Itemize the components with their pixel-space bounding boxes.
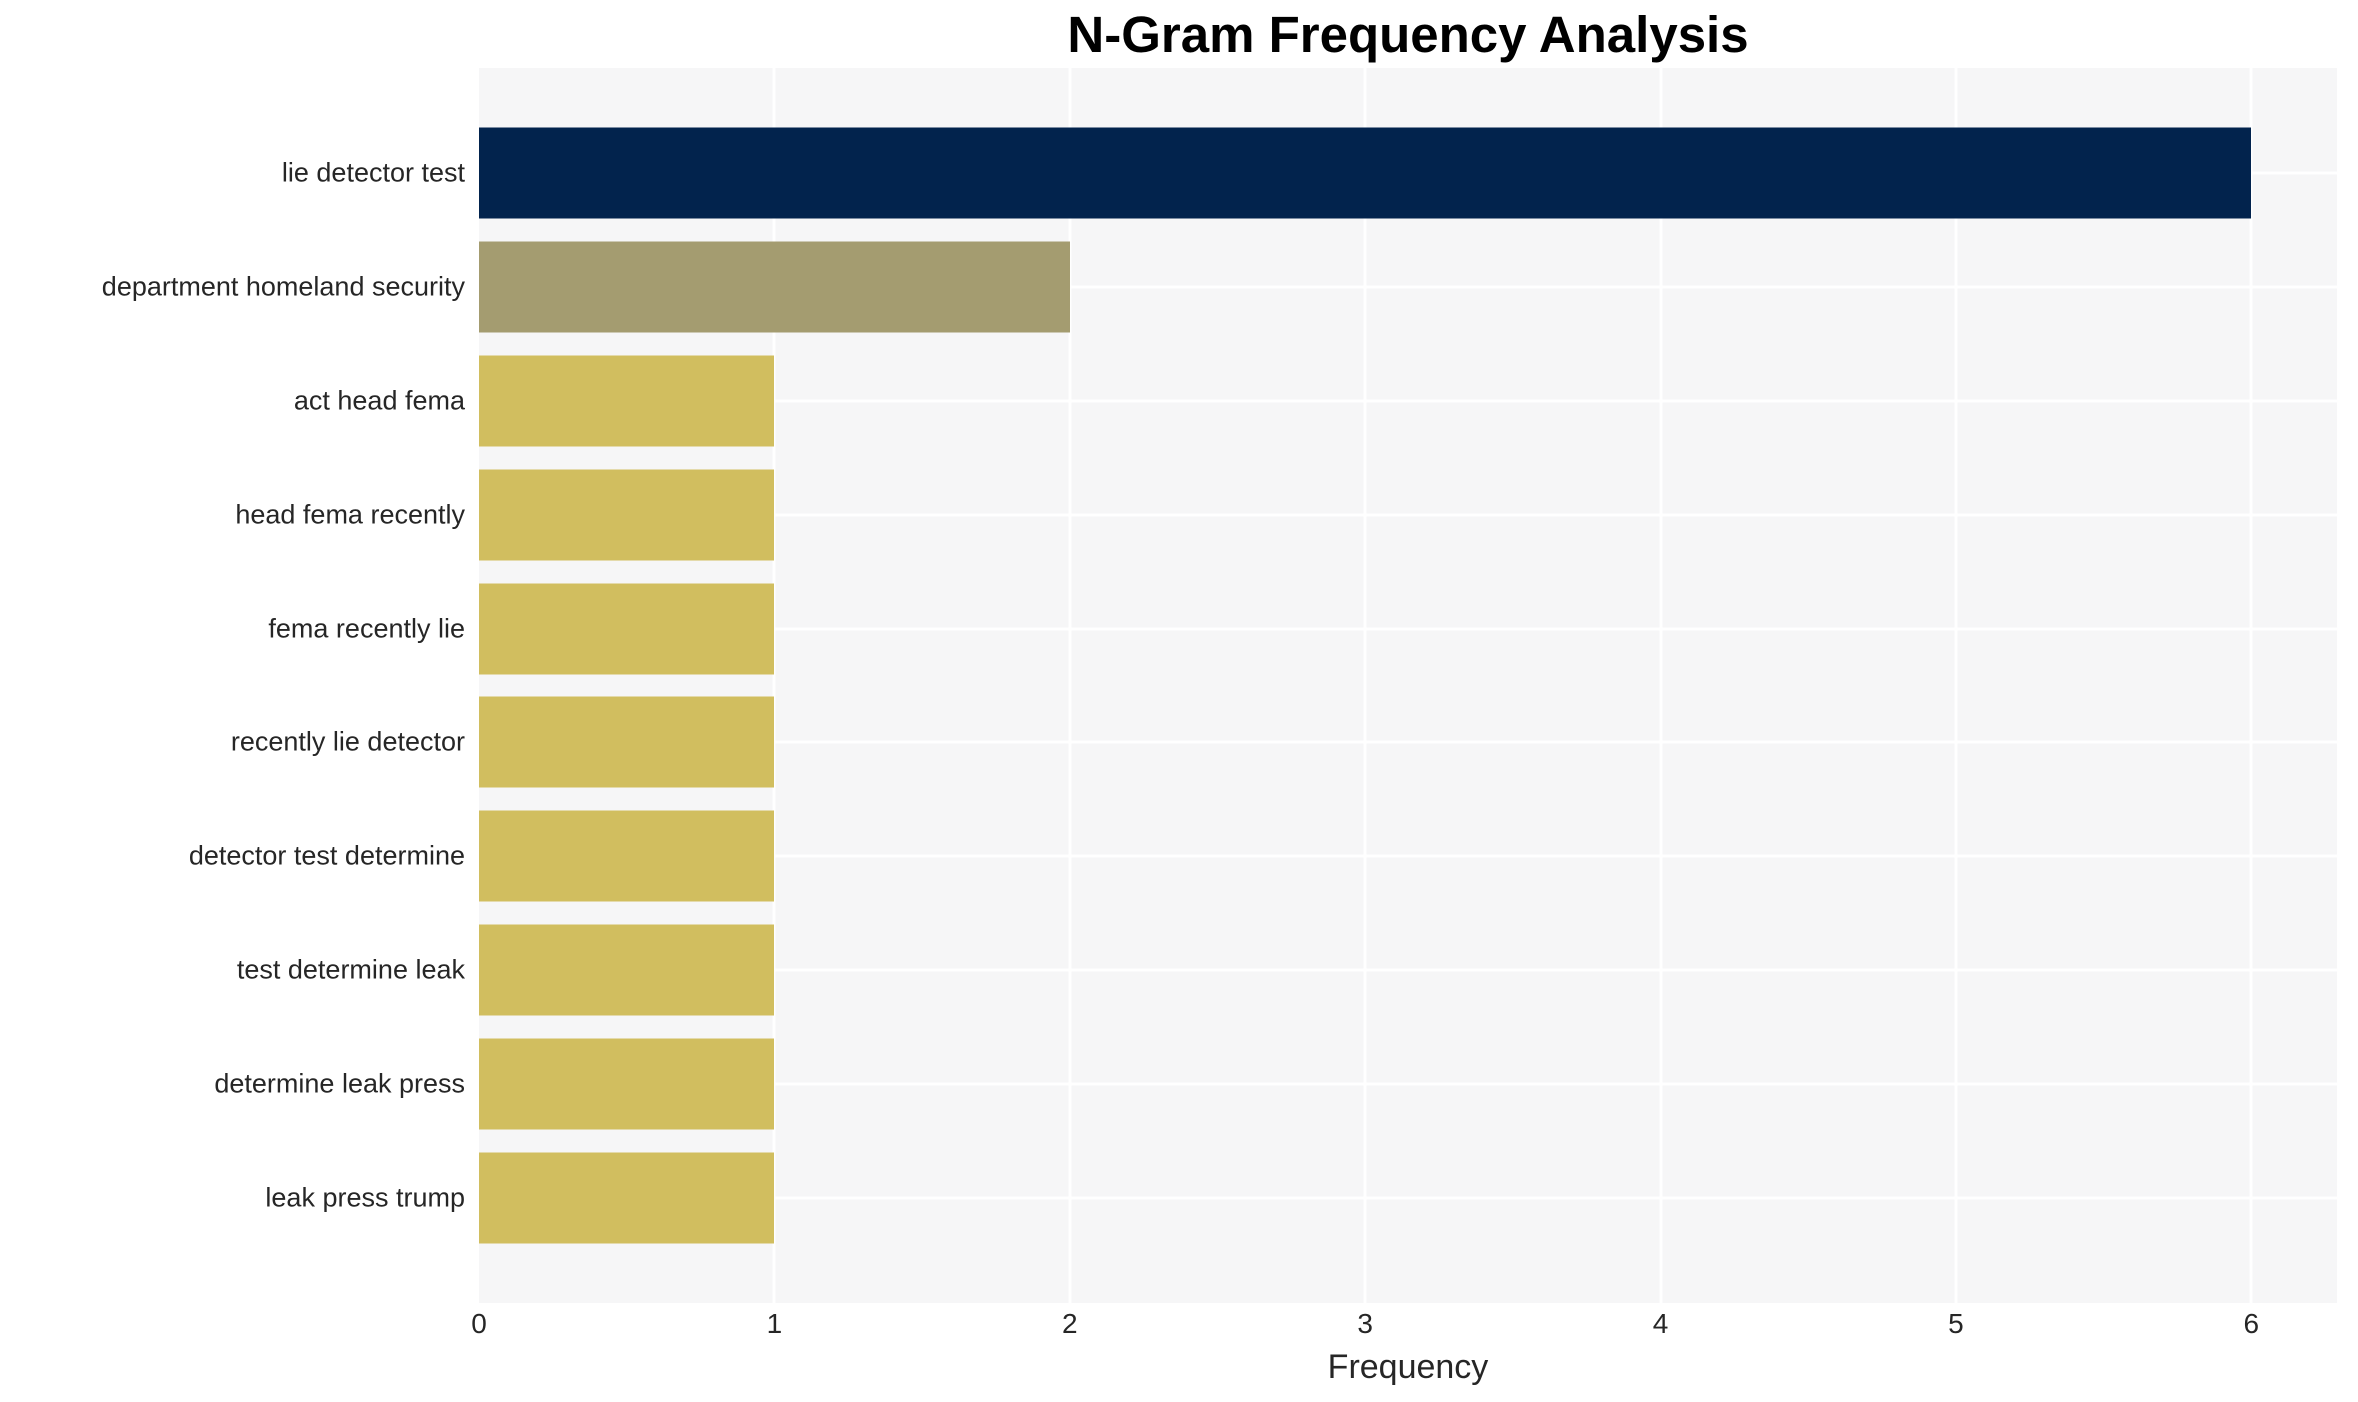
- category-label: leak press trump: [265, 1182, 465, 1213]
- bar-act-head-fema: [479, 355, 775, 447]
- bar-leak-press-trump: [479, 1152, 775, 1244]
- x-tick-label: 2: [1061, 1308, 1078, 1339]
- y-gridline: [479, 1082, 2337, 1086]
- x-gridline: [1954, 68, 1958, 1303]
- bar-determine-leak-press: [479, 1038, 775, 1130]
- y-gridline: [479, 399, 2337, 403]
- plot-area: [479, 68, 2337, 1303]
- bar-lie-detector-test: [479, 127, 2252, 219]
- bar-recently-lie-detector: [479, 696, 775, 788]
- y-gridline: [479, 285, 2337, 289]
- y-gridline: [479, 513, 2337, 517]
- x-gridline: [1659, 68, 1663, 1303]
- y-gridline: [479, 740, 2337, 744]
- x-tick-label: 0: [471, 1308, 487, 1339]
- category-label: fema recently lie: [268, 613, 465, 644]
- x-gridline: [1363, 68, 1367, 1303]
- category-label: act head fema: [293, 385, 465, 416]
- x-gridline: [1068, 68, 1072, 1303]
- y-axis-labels: lie detector test department homeland sec…: [0, 68, 479, 1303]
- x-tick-label: 6: [2243, 1308, 2260, 1339]
- y-gridline: [479, 854, 2337, 858]
- x-gridline: [772, 68, 776, 1303]
- bar-head-fema-recently: [479, 469, 775, 561]
- y-gridline: [479, 627, 2337, 631]
- category-label: test determine leak: [236, 954, 465, 985]
- bar-detector-test-determine: [479, 810, 775, 902]
- x-tick-label: 5: [1948, 1308, 1964, 1339]
- x-tick-label: 3: [1357, 1308, 1373, 1339]
- category-label: lie detector test: [281, 157, 465, 188]
- category-label: determine leak press: [214, 1068, 465, 1099]
- x-axis-title: Frequency: [1327, 1348, 1489, 1386]
- x-tick-label: 4: [1652, 1308, 1669, 1339]
- category-label: department homeland security: [101, 271, 465, 302]
- bar-department-homeland-security: [479, 241, 1070, 333]
- x-axis-ticks: 0 1 2 3 4 5 6: [471, 1306, 2337, 1342]
- y-gridline: [479, 1196, 2337, 1200]
- category-label: recently lie detector: [230, 726, 465, 757]
- bar-test-determine-leak: [479, 924, 775, 1016]
- category-label: head fema recently: [235, 499, 465, 530]
- chart-title: N-Gram Frequency Analysis: [1067, 6, 1749, 63]
- x-gridline: [2249, 68, 2253, 1303]
- y-gridline: [479, 968, 2337, 972]
- bar-fema-recently-lie: [479, 583, 775, 675]
- x-tick-label: 1: [766, 1308, 783, 1339]
- category-label: detector test determine: [188, 840, 465, 871]
